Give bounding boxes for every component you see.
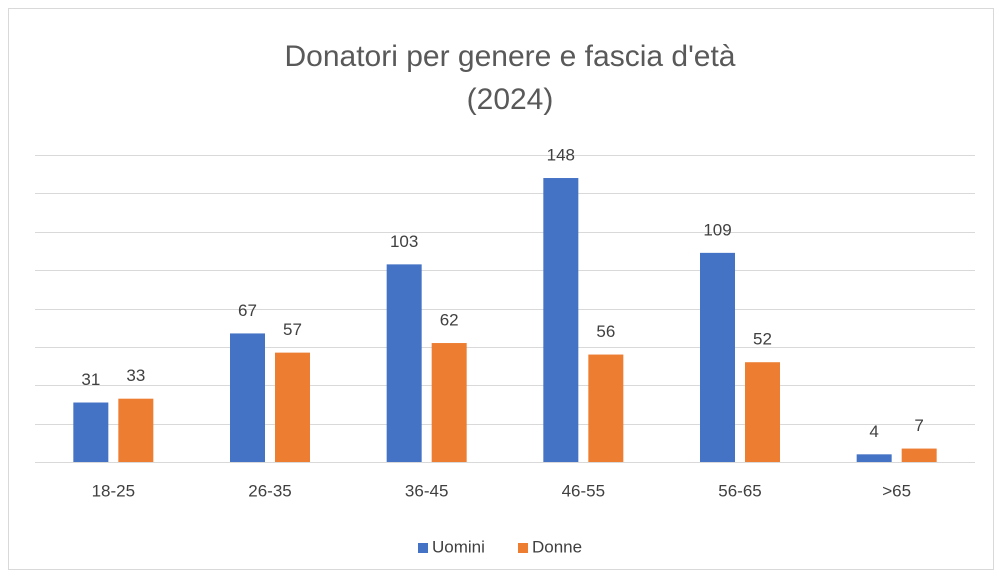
bar xyxy=(275,352,310,462)
x-tick-label: 56-65 xyxy=(718,481,761,500)
legend-swatch xyxy=(418,543,428,553)
data-label: 7 xyxy=(914,416,923,435)
data-label: 148 xyxy=(547,146,575,165)
data-label: 103 xyxy=(390,232,418,251)
data-label: 31 xyxy=(81,370,100,389)
bar xyxy=(230,333,265,462)
x-tick-label: 18-25 xyxy=(92,481,135,500)
chart-subtitle: (2024) xyxy=(467,83,554,116)
bar xyxy=(73,402,109,462)
bar xyxy=(901,448,937,462)
data-label: 67 xyxy=(238,301,257,320)
x-tick-label: 26-35 xyxy=(248,481,291,500)
x-tick-label: 46-55 xyxy=(562,481,605,500)
bar xyxy=(386,264,422,462)
data-label: 4 xyxy=(869,422,878,441)
bar xyxy=(700,252,735,462)
bar xyxy=(543,178,579,462)
legend-label: Uomini xyxy=(432,537,485,556)
data-label: 57 xyxy=(283,320,302,339)
bar xyxy=(856,454,892,462)
data-label: 109 xyxy=(703,220,731,239)
data-label: 62 xyxy=(440,311,459,330)
x-tick-label: 36-45 xyxy=(405,481,448,500)
data-label: 52 xyxy=(753,330,772,349)
bar xyxy=(431,343,467,462)
bar xyxy=(118,398,154,462)
chart-border xyxy=(8,8,994,570)
bar xyxy=(745,362,780,462)
legend-swatch xyxy=(518,543,528,553)
x-tick-label: >65 xyxy=(882,481,911,500)
data-label: 56 xyxy=(596,322,615,341)
data-label: 33 xyxy=(126,366,145,385)
bar xyxy=(588,354,624,462)
legend-label: Donne xyxy=(532,537,582,556)
chart-title: Donatori per genere e fascia d'età xyxy=(284,40,735,73)
